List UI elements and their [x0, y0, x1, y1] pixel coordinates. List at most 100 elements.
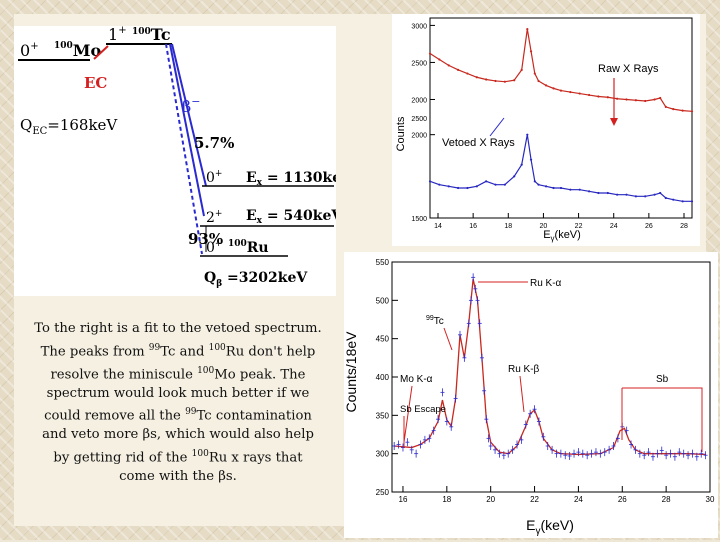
raw-xrays-point — [616, 97, 619, 100]
x-tick-label: 28 — [662, 495, 671, 504]
decay-scheme-panel: 0+ 100Mo EC 1+ 100Tc QEC=168keV β− 5.7% … — [14, 25, 353, 296]
x-axis-label: Eγ(keV) — [543, 229, 581, 243]
raw-vetoed-spectra-chart: 3000 2500 2000 2000 1500 2500 14 16 18 20 22 24 26… — [395, 17, 694, 243]
y-tick-label: 3000 — [411, 23, 427, 30]
vetoed-xrays-arrow — [489, 117, 505, 137]
ru-k-beta-label: Ru K-β — [508, 364, 540, 375]
vetoed-xrays-point — [447, 185, 450, 188]
q-ec-label: QEC=168keV — [20, 116, 118, 137]
y-tick-label: 250 — [376, 488, 390, 497]
raw-xrays-point — [544, 84, 548, 87]
vetoed-xrays-point — [625, 193, 628, 196]
decay-scheme-diagram: 0+ 100Mo EC 1+ 100Tc QEC=168keV β− 5.7% … — [18, 25, 353, 289]
raw-xrays-point — [428, 52, 432, 55]
raw-xrays-point — [537, 79, 540, 83]
vetoed-xrays-point — [533, 180, 536, 183]
ru-nucleus-label: 100Ru — [228, 239, 269, 256]
y-tick-label: 1500 — [411, 216, 427, 223]
sb-label: Sb — [656, 374, 669, 385]
raw-xrays-point — [520, 68, 523, 71]
y-tick-label: 2500 — [411, 60, 427, 67]
x-tick-label: 24 — [574, 495, 583, 504]
raw-vetoed-spectra-panel: 3000 2500 2000 2000 1500 2500 14 16 18 20 22 24 26… — [392, 14, 700, 246]
y-tick-label: 450 — [376, 335, 390, 344]
mo-k-alpha-arrow — [403, 385, 413, 443]
beta-arrow-5.7 — [171, 43, 207, 187]
x-tick-label: 16 — [399, 495, 408, 504]
vetoed-xrays-point — [456, 186, 460, 190]
raw-xrays-point — [578, 92, 581, 95]
raw-xrays-point — [672, 108, 675, 111]
beta-arrow-ground — [165, 43, 203, 255]
raw-xrays-point — [690, 110, 694, 113]
raw-xrays-point — [653, 98, 656, 101]
caption-line: could remove all the 99Tc contamination — [44, 407, 312, 424]
vetoed-xrays-point — [529, 158, 533, 161]
vetoed-xrays-annotation: Vetoed X Rays — [442, 137, 515, 149]
raw-xrays-annotation: Raw X Rays — [598, 63, 659, 75]
tc-spin-label: 1+ — [108, 26, 127, 44]
vetoed-xrays-point — [672, 198, 675, 201]
raw-xrays-point — [681, 109, 684, 112]
level-1130-spin: 0+ — [206, 169, 222, 186]
vetoed-xrays-point — [494, 183, 497, 186]
raw-xrays-point — [597, 95, 600, 98]
vetoed-xrays-point — [634, 195, 637, 198]
caption-line: resolve the miniscule 100Mo peak. The — [50, 365, 306, 382]
plot-frame — [429, 17, 693, 219]
tc99-arrow — [443, 327, 453, 351]
raw-xrays-point — [529, 50, 533, 53]
x-tick-label: 16 — [469, 223, 477, 230]
caption-line: come with the βs. — [119, 468, 237, 484]
slide-caption: To the right is a fit to the vetoed spec… — [28, 320, 328, 486]
caption-line: spectrum would look much better if we — [46, 385, 310, 401]
raw-xrays-point — [559, 89, 563, 92]
raw-xrays-point — [438, 58, 441, 61]
vetoed-xrays-point — [569, 188, 572, 191]
vetoed-xrays-point — [690, 200, 694, 203]
raw-xrays-point — [485, 78, 488, 81]
x-tick-label: 28 — [680, 223, 688, 230]
y-tick-label: 300 — [376, 450, 390, 459]
vetoed-xrays-point — [681, 200, 684, 203]
branch-5.7-label: 5.7% — [194, 134, 234, 152]
mo-k-alpha-label: Mo K-α — [400, 374, 433, 385]
tc-nucleus-label: 100Tc — [132, 26, 171, 44]
caption-line: The peaks from 99Tc and 100Ru don't help — [40, 342, 316, 359]
x-tick-label: 18 — [504, 223, 512, 230]
beta-arrow-93 — [169, 43, 205, 217]
raw-xrays-point — [513, 79, 516, 82]
mo-nucleus-label: 100Mo — [54, 41, 102, 60]
ec-arrow — [93, 45, 109, 60]
y-tick-label: 550 — [376, 258, 390, 267]
vetoed-xrays-point — [513, 175, 516, 178]
raw-xrays-point — [659, 96, 662, 100]
level-540-energy: Ex = 540keV — [246, 208, 336, 226]
caption-line: To the right is a fit to the vetoed spec… — [34, 321, 322, 336]
caption-line: by getting rid of the 100Ru x rays that — [53, 448, 303, 466]
vetoed-xrays-point — [587, 190, 591, 193]
raw-xrays-point — [494, 79, 497, 83]
raw-xrays-point — [625, 98, 628, 101]
beta-minus-label: β− — [182, 95, 200, 116]
ru-k-beta-arrow — [519, 375, 525, 413]
x-tick-label: 30 — [706, 495, 715, 504]
vetoed-xrays-point — [659, 191, 662, 195]
x-tick-label: 18 — [442, 495, 451, 504]
x-tick-label: 20 — [486, 495, 495, 504]
vetoed-xrays-point — [644, 195, 647, 198]
x-axis-label: Eγ(keV) — [526, 517, 574, 537]
x-tick-label: 20 — [540, 223, 548, 230]
sb-bracket — [622, 387, 703, 452]
y-tick-label: 2000 — [411, 133, 427, 140]
raw-xrays-point — [569, 90, 572, 94]
mo-spin-label: 0+ — [20, 41, 39, 60]
vetoed-xrays-point — [475, 185, 478, 188]
ground-spin: 0+ — [206, 239, 222, 256]
x-tick-label: 26 — [618, 495, 627, 504]
vetoed-fit-panel: 250 300 350 400 450 500 550 16 18 20 22 24 26 28 30 C… — [343, 252, 718, 538]
q-beta-label: Qβ =3202keV — [204, 270, 308, 289]
vetoed-xrays-point — [485, 180, 488, 183]
vetoed-xrays-point — [428, 180, 432, 183]
x-tick-label: 14 — [434, 223, 442, 230]
